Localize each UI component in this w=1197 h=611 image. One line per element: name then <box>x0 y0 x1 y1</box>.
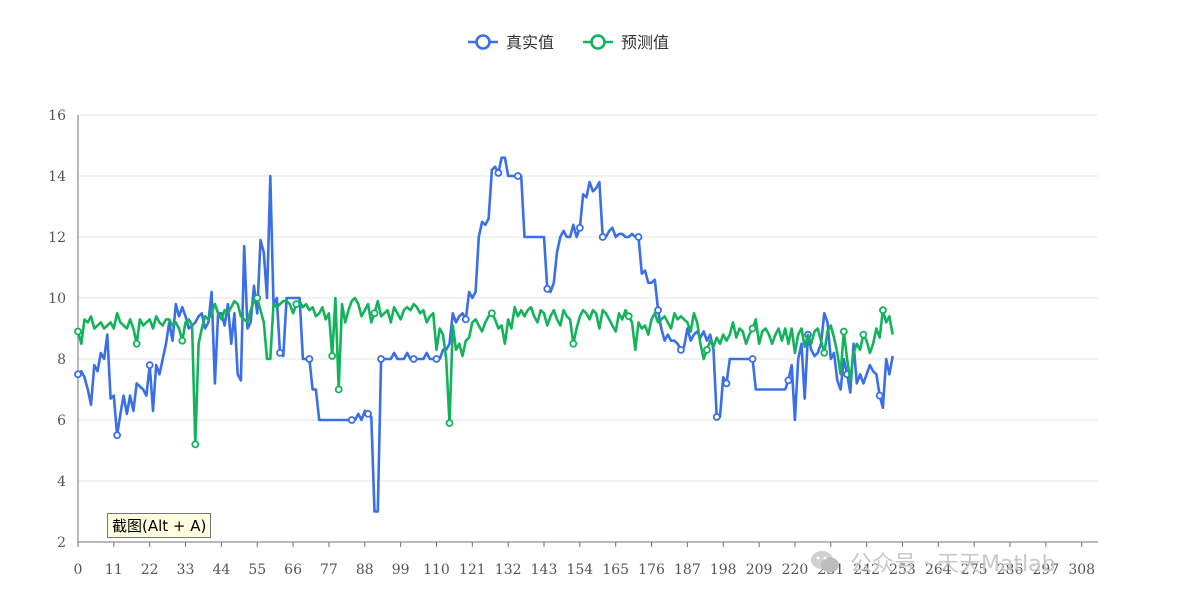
series-line-0 <box>77 156 894 513</box>
legend-item-1[interactable]: 预测值 <box>583 33 669 52</box>
screenshot-tooltip: 截图(Alt + A) <box>107 513 212 538</box>
data-point-marker[interactable] <box>113 431 122 440</box>
data-point-marker[interactable] <box>328 352 337 360</box>
x-tick-label: 11 <box>105 562 123 578</box>
x-tick-label: 209 <box>746 562 773 578</box>
data-point-marker[interactable] <box>598 233 607 241</box>
axes: 2 4 6 8 10 12 14 16 0 11 22 33 44 55 66 77 88 99 110 121 132… <box>48 108 1098 578</box>
y-tick-label: 12 <box>48 230 66 246</box>
data-point-marker[interactable] <box>820 348 829 357</box>
legend-label: 预测值 <box>621 33 669 52</box>
grid-lines <box>78 114 1098 482</box>
data-point-marker[interactable] <box>676 345 685 354</box>
x-tick-label: 99 <box>392 562 410 578</box>
data-point-marker[interactable] <box>494 169 503 177</box>
legend-label: 真实值 <box>506 33 554 52</box>
data-point-marker[interactable] <box>879 306 887 315</box>
x-tick-label: 253 <box>889 562 916 578</box>
data-point-marker[interactable] <box>569 339 578 348</box>
data-point-marker[interactable] <box>364 409 372 418</box>
x-tick-label: 176 <box>638 562 665 578</box>
data-point-marker[interactable] <box>748 324 757 333</box>
data-point-marker[interactable] <box>347 416 356 424</box>
watermark-text: 公众号 · 天天Matlab <box>850 552 1056 577</box>
data-point-marker[interactable] <box>575 223 584 232</box>
data-point-marker[interactable] <box>875 391 884 400</box>
data-point-marker[interactable] <box>191 440 200 449</box>
x-tick-label: 88 <box>356 562 374 578</box>
x-tick-label: 110 <box>423 562 450 578</box>
data-point-marker[interactable] <box>377 355 385 363</box>
data-point-marker[interactable] <box>292 300 301 309</box>
data-point-marker[interactable] <box>634 233 643 241</box>
x-tick-label: 165 <box>602 562 629 578</box>
data-point-marker[interactable] <box>276 348 284 357</box>
data-point-marker[interactable] <box>178 336 187 345</box>
y-tick-label: 8 <box>57 352 66 368</box>
x-tick-label: 22 <box>141 562 159 578</box>
data-point-marker[interactable] <box>445 419 454 427</box>
x-tick-label: 297 <box>1032 562 1059 578</box>
x-tick-label: 44 <box>212 562 230 578</box>
series-line-1 <box>76 296 894 446</box>
data-point-marker[interactable] <box>370 309 379 318</box>
data-point-marker[interactable] <box>334 385 343 394</box>
x-tick-label: 242 <box>853 562 880 578</box>
y-tick-label: 14 <box>48 169 66 185</box>
data-point-marker[interactable] <box>859 330 868 339</box>
data-point-marker[interactable] <box>461 315 470 324</box>
data-point-marker[interactable] <box>784 376 793 385</box>
y-tick-label: 4 <box>57 474 66 490</box>
y-tick-label: 16 <box>48 108 66 124</box>
watermark: 公众号 · 天天Matlab <box>810 546 1056 578</box>
x-tick-label: 187 <box>674 562 701 578</box>
data-point-marker[interactable] <box>145 361 154 370</box>
y-tick-label: 6 <box>57 413 66 429</box>
data-point-marker[interactable] <box>654 306 662 315</box>
x-tick-label: 121 <box>459 562 486 578</box>
x-tick-label: 154 <box>566 562 593 578</box>
data-point-marker[interactable] <box>712 413 721 421</box>
legend-marker <box>475 34 491 50</box>
x-tick-label: 143 <box>531 562 558 578</box>
data-point-marker[interactable] <box>543 284 552 293</box>
x-tick-label: 264 <box>925 562 952 578</box>
x-tick-label: 77 <box>320 562 338 578</box>
data-point-marker[interactable] <box>514 172 522 180</box>
x-tick-label: 220 <box>782 562 809 578</box>
x-tick-label: 286 <box>997 562 1024 578</box>
data-point-marker[interactable] <box>722 379 731 388</box>
data-point-marker[interactable] <box>432 355 441 363</box>
legend[interactable]: 真实值 预测值 <box>468 33 669 52</box>
x-tick-label: 198 <box>710 562 737 578</box>
data-point-marker[interactable] <box>748 355 757 363</box>
y-tick-label: 10 <box>48 291 66 307</box>
x-tick-label: 55 <box>248 562 266 578</box>
data-point-marker[interactable] <box>132 339 141 348</box>
y-tick-label: 2 <box>57 535 66 551</box>
data-point-marker[interactable] <box>253 294 262 302</box>
data-point-marker[interactable] <box>305 355 314 363</box>
series-layer <box>74 156 894 513</box>
x-tick-label: 33 <box>177 562 195 578</box>
x-tick-label: 308 <box>1068 562 1095 578</box>
data-point-marker[interactable] <box>74 327 82 336</box>
x-tick-label: 66 <box>284 562 302 578</box>
x-tick-label: 0 <box>74 562 83 578</box>
data-point-marker[interactable] <box>74 370 82 379</box>
legend-marker <box>590 34 606 50</box>
data-point-marker[interactable] <box>409 355 418 363</box>
legend-item-0[interactable]: 真实值 <box>468 33 554 52</box>
wechat-icon <box>811 551 839 573</box>
data-point-marker[interactable] <box>839 327 848 336</box>
data-point-marker[interactable] <box>624 312 633 321</box>
data-point-marker[interactable] <box>703 345 711 354</box>
x-tick-label: 132 <box>495 562 522 578</box>
data-point-marker[interactable] <box>487 309 496 318</box>
x-tick-label: 275 <box>961 562 988 578</box>
